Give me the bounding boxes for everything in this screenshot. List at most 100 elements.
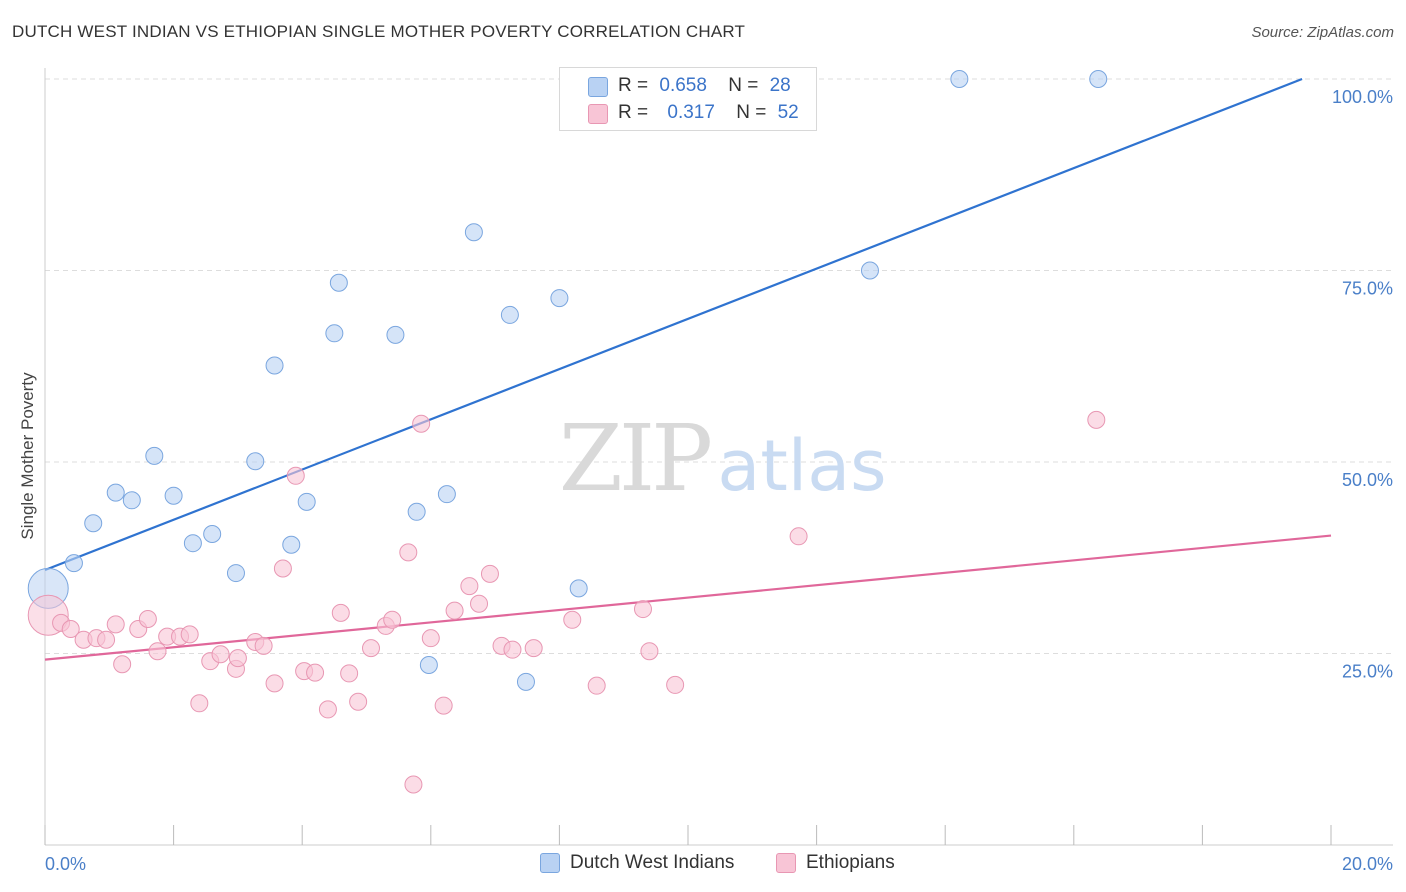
point-dutch xyxy=(950,70,969,88)
y-tick-label: 50.0% xyxy=(1342,470,1393,490)
point-ethiopian xyxy=(480,564,499,583)
point-ethiopian xyxy=(349,692,368,711)
point-ethiopian xyxy=(362,639,381,658)
x-tick-label: 20.0% xyxy=(1342,854,1393,874)
point-dutch xyxy=(164,486,183,505)
point-dutch xyxy=(386,325,405,344)
point-dutch xyxy=(860,261,879,280)
source-label: Source: ZipAtlas.com xyxy=(1251,24,1394,41)
point-ethiopian xyxy=(587,676,606,695)
point-dutch xyxy=(246,452,265,471)
bottom-legend-label: Dutch West Indians xyxy=(570,852,735,873)
point-ethiopian xyxy=(318,700,337,719)
point-ethiopian xyxy=(640,642,659,661)
x-tick-label: 0.0% xyxy=(45,854,86,874)
point-dutch xyxy=(64,554,83,573)
point-ethiopian xyxy=(331,603,350,622)
point-ethiopian xyxy=(228,649,247,668)
point-ethiopian xyxy=(97,630,116,649)
point-ethiopian xyxy=(148,642,167,661)
point-ethiopian xyxy=(445,601,464,620)
y-tick-label: 25.0% xyxy=(1342,662,1393,682)
trend-line-dutch xyxy=(44,77,1303,572)
point-ethiopian xyxy=(460,577,479,596)
point-ethiopian xyxy=(254,636,273,655)
legend-n-label: N = xyxy=(728,75,759,96)
watermark-atlas: atlas xyxy=(717,425,886,507)
chart-title: DUTCH WEST INDIAN VS ETHIOPIAN SINGLE MO… xyxy=(12,22,746,41)
point-dutch xyxy=(203,525,222,544)
legend-r-label: R = xyxy=(618,102,649,123)
point-ethiopian xyxy=(138,610,157,629)
legend-r-label: R = xyxy=(618,75,649,96)
y-axis-label: Single Mother Poverty xyxy=(18,372,37,540)
point-ethiopian xyxy=(286,466,305,485)
point-ethiopian xyxy=(633,600,652,619)
point-dutch xyxy=(500,305,519,324)
legend-swatch-blue xyxy=(588,77,608,97)
point-dutch xyxy=(297,492,316,511)
point-ethiopian xyxy=(412,414,431,433)
point-ethiopian xyxy=(211,645,230,664)
point-dutch xyxy=(226,564,245,583)
watermark-zip: ZIP xyxy=(559,405,710,512)
point-dutch xyxy=(325,324,344,343)
point-ethiopian xyxy=(273,559,292,578)
data-points xyxy=(27,70,1108,794)
point-ethiopian xyxy=(61,619,80,638)
point-dutch xyxy=(1089,70,1108,88)
y-tick-label: 75.0% xyxy=(1342,279,1393,299)
point-ethiopian xyxy=(1087,410,1106,429)
point-ethiopian xyxy=(524,639,543,658)
point-ethiopian xyxy=(421,629,440,648)
point-ethiopian xyxy=(789,527,808,546)
legend-n-value: 28 xyxy=(769,75,791,96)
point-dutch xyxy=(265,356,284,375)
grid xyxy=(45,78,1393,654)
point-ethiopian xyxy=(113,655,132,674)
point-dutch xyxy=(183,534,202,553)
point-ethiopian xyxy=(434,696,453,715)
point-ethiopian xyxy=(306,663,325,682)
bottom-legend-label: Ethiopians xyxy=(806,852,895,873)
point-dutch xyxy=(329,273,348,292)
point-ethiopian xyxy=(340,664,359,683)
point-dutch xyxy=(407,502,426,521)
point-ethiopian xyxy=(106,615,125,634)
watermark: ZIP atlas xyxy=(559,405,887,512)
point-ethiopian xyxy=(399,543,418,562)
y-tick-label: 100.0% xyxy=(1332,87,1393,107)
axes xyxy=(44,68,1393,846)
point-ethiopian xyxy=(190,694,209,713)
legend: R = 0.658 N = 28 R = 0.317 N = 52 xyxy=(559,67,817,131)
point-dutch xyxy=(122,491,141,510)
tick-labels: 25.0% 50.0% 75.0% 100.0% 0.0% 20.0% xyxy=(45,87,1393,874)
point-ethiopian xyxy=(180,625,199,644)
trend-line-ethiopian xyxy=(44,534,1332,661)
point-dutch xyxy=(437,485,456,504)
point-dutch xyxy=(145,446,164,465)
legend-r-value: 0.658 xyxy=(659,75,707,96)
point-ethiopian xyxy=(503,640,522,659)
point-dutch xyxy=(419,655,438,674)
legend-n-label: N = xyxy=(736,102,767,123)
point-ethiopian xyxy=(404,775,423,794)
legend-n-value: 52 xyxy=(777,102,799,123)
point-dutch xyxy=(106,483,125,502)
legend-r-value: 0.317 xyxy=(667,102,715,123)
point-ethiopian xyxy=(666,675,685,694)
point-dutch xyxy=(282,535,301,554)
legend-swatch-pink xyxy=(588,104,608,124)
point-ethiopian xyxy=(470,594,489,613)
bottom-legend-swatch-blue xyxy=(540,853,560,873)
point-dutch xyxy=(84,514,103,533)
point-dutch xyxy=(464,223,483,242)
point-dutch xyxy=(516,672,535,691)
point-dutch xyxy=(569,579,588,598)
point-ethiopian xyxy=(563,610,582,629)
point-ethiopian xyxy=(265,674,284,693)
bottom-legend-swatch-pink xyxy=(776,853,796,873)
point-dutch xyxy=(550,289,569,308)
point-ethiopian xyxy=(383,610,402,629)
